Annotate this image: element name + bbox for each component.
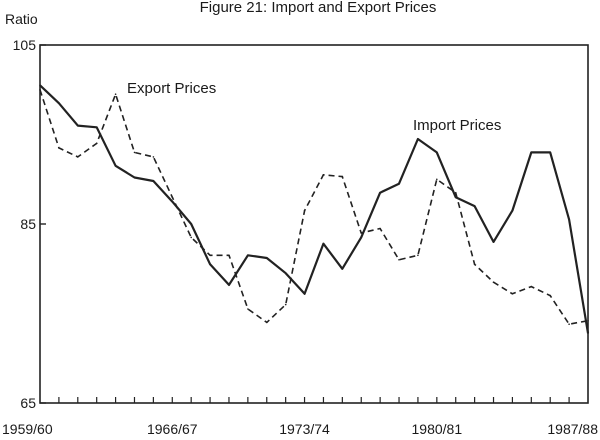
x-tick-label-1987-88: 1987/88 bbox=[547, 421, 598, 437]
x-tick-label-1973-74: 1973/74 bbox=[279, 421, 330, 437]
export-prices-point-1966 bbox=[171, 196, 174, 198]
import-prices-point-1970 bbox=[247, 254, 249, 257]
export-prices-point-1960 bbox=[58, 147, 60, 149]
export-prices-line bbox=[39, 89, 589, 326]
import-prices-point-1977 bbox=[379, 191, 381, 194]
import-prices-point-1966 bbox=[171, 200, 174, 203]
import-prices-point-1973 bbox=[303, 293, 306, 295]
import-prices-point-1962 bbox=[95, 126, 98, 129]
export-prices-point-1975 bbox=[341, 175, 344, 178]
export-prices-point-1964 bbox=[133, 151, 136, 154]
export-prices-point-1963 bbox=[114, 93, 117, 95]
export-prices-point-1984 bbox=[511, 293, 514, 295]
import-prices-point-1972 bbox=[284, 272, 287, 275]
export-prices-point-1968 bbox=[209, 254, 211, 257]
export-prices-point-1976 bbox=[360, 232, 363, 234]
y-axis: 65 85 105 bbox=[13, 37, 46, 411]
import-prices-point-1964 bbox=[133, 176, 136, 179]
import-prices-point-1975 bbox=[341, 268, 344, 270]
y-tick-label-85: 85 bbox=[20, 216, 36, 232]
plot-frame bbox=[39, 44, 589, 404]
export-prices-point-1982 bbox=[473, 263, 476, 266]
export-prices-point-1967 bbox=[190, 236, 192, 239]
import-prices-point-1967 bbox=[190, 223, 192, 225]
series-lines bbox=[39, 84, 590, 335]
export-prices-point-1983 bbox=[492, 281, 495, 284]
import-prices-point-1982 bbox=[473, 205, 476, 207]
export-prices-point-1985 bbox=[530, 285, 533, 288]
y-tick-label-65: 65 bbox=[20, 395, 36, 411]
import-prices-point-1976 bbox=[360, 236, 363, 239]
export-prices-point-1965 bbox=[152, 156, 155, 158]
import-prices-point-1965 bbox=[152, 180, 155, 182]
export-prices-point-1987 bbox=[568, 323, 570, 326]
export-prices-point-1986 bbox=[549, 294, 551, 297]
import-prices-point-1960 bbox=[58, 102, 60, 104]
import-prices-label: Import Prices bbox=[413, 117, 501, 134]
chart-title: Figure 21: Import and Export Prices bbox=[200, 0, 437, 16]
x-tick-label-1959-60: 1959/60 bbox=[2, 421, 53, 437]
export-prices-point-1970 bbox=[247, 308, 249, 310]
export-prices-point-1959 bbox=[39, 89, 41, 91]
import-prices-point-1969 bbox=[228, 284, 230, 286]
y-tick-label-105: 105 bbox=[13, 37, 37, 53]
import-prices-point-1963 bbox=[114, 165, 117, 167]
x-tick-label-1966-67: 1966/67 bbox=[147, 421, 198, 437]
export-prices-point-1972 bbox=[284, 303, 287, 306]
import-prices-line bbox=[39, 84, 590, 334]
import-prices-point-1971 bbox=[266, 257, 268, 259]
export-prices-point-1961 bbox=[77, 156, 79, 158]
export-prices-label: Export Prices bbox=[127, 80, 216, 97]
export-prices-point-1973 bbox=[303, 209, 306, 212]
import-prices-point-1983 bbox=[492, 241, 495, 243]
import-prices-point-1959 bbox=[39, 84, 41, 87]
import-prices-point-1968 bbox=[209, 263, 211, 266]
import-prices-point-1984 bbox=[511, 209, 514, 212]
import-prices-point-1988 bbox=[587, 332, 589, 335]
import-prices-point-1985 bbox=[530, 151, 533, 154]
import-prices-point-1979 bbox=[417, 138, 419, 140]
export-prices-point-1974 bbox=[322, 174, 325, 176]
x-tick-label-1980-81: 1980/81 bbox=[412, 421, 463, 437]
import-prices-point-1987 bbox=[568, 218, 570, 221]
x-axis: 1959/60 1966/67 1973/74 1980/81 1987/88 bbox=[2, 397, 598, 437]
export-prices-point-1977 bbox=[379, 227, 381, 230]
export-prices-point-1971 bbox=[266, 321, 268, 324]
export-prices-point-1969 bbox=[228, 254, 230, 257]
export-prices-point-1979 bbox=[417, 254, 419, 257]
import-prices-point-1961 bbox=[77, 124, 79, 127]
import-prices-point-1978 bbox=[398, 182, 400, 185]
y-axis-label: Ratio bbox=[5, 11, 38, 27]
export-prices-point-1980 bbox=[436, 178, 438, 181]
export-prices-point-1978 bbox=[398, 259, 400, 261]
export-prices-point-1988 bbox=[587, 319, 589, 322]
import-prices-point-1986 bbox=[549, 151, 551, 154]
export-prices-point-1981 bbox=[454, 191, 457, 194]
import-prices-point-1980 bbox=[436, 151, 438, 154]
export-prices-point-1962 bbox=[95, 142, 98, 145]
import-prices-point-1974 bbox=[322, 242, 325, 245]
